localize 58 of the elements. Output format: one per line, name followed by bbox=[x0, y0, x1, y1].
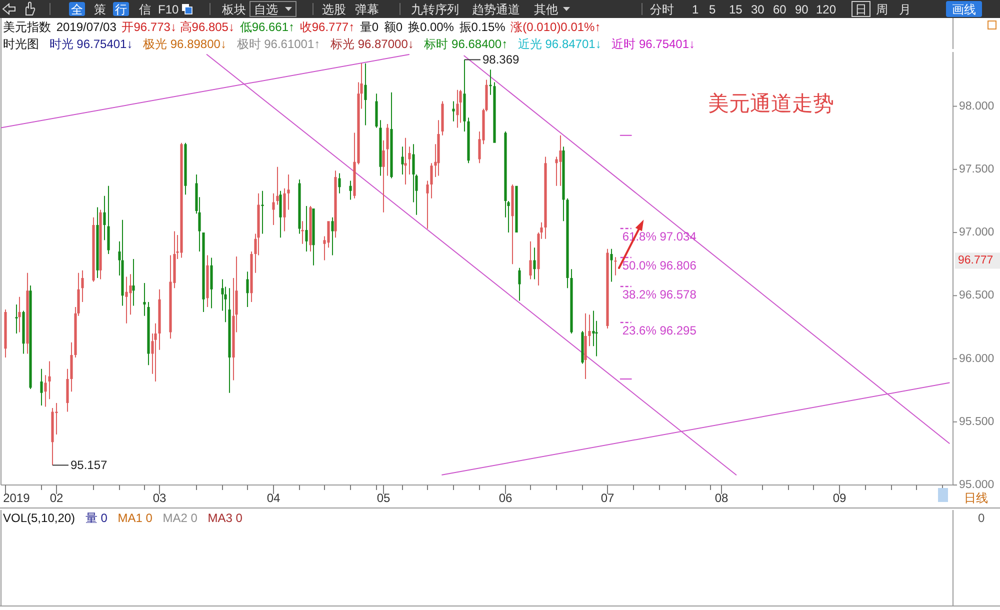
candlestick bbox=[154, 323, 157, 382]
candlestick bbox=[588, 314, 591, 346]
y-tick-label: 95.500 bbox=[959, 416, 994, 428]
y-tick-label: 98.000 bbox=[959, 100, 994, 112]
y-tick-label: 97.500 bbox=[959, 163, 994, 176]
x-tick-label: 03 bbox=[152, 491, 166, 505]
text: 美元通道走势 bbox=[708, 92, 834, 116]
candlestick bbox=[18, 296, 21, 332]
text: 0 bbox=[978, 511, 985, 525]
text: 时光图 时光 96.75401↓ 极光 96.89800↓ 极时 96.61001↑ 标光 96.87000↓ 标时 96.68400↑ 近光 96.84701↓ 近时 96.75401↓ bbox=[3, 37, 696, 51]
text: 96.777 bbox=[958, 254, 994, 267]
candlestick bbox=[401, 146, 404, 174]
text: VOL(5,10,20) 量 0 MA1 0 MA2 0 MA3 0 bbox=[3, 511, 243, 525]
candlestick bbox=[287, 174, 290, 210]
candlestick bbox=[559, 135, 562, 186]
x-tick-label: 05 bbox=[376, 491, 390, 505]
candlestick bbox=[489, 70, 492, 95]
text: 美元指数 2019/07/03 开96.773↓ 高96.805↓ 低96.661↑ 收96.777↑ 量0 额0 换0.00% 振0.15% 涨(0.010)0.01%↑ bbox=[3, 20, 601, 34]
candlestick bbox=[48, 361, 51, 400]
y-tick-label: 95.000 bbox=[959, 479, 994, 491]
y-tick-label: 96.000 bbox=[959, 352, 994, 365]
x-tick-label: 04 bbox=[266, 491, 280, 505]
text: 全 策 行 信 F10 板块 自选 选股 弹幕 九转序列 趋势通道 其他 分时 1 5 15 30 60 90 120 日 周 月 画线 bbox=[71, 2, 976, 16]
candlestick bbox=[614, 257, 617, 276]
candlestick bbox=[452, 101, 455, 122]
text: 日线 bbox=[964, 491, 988, 505]
candlestick bbox=[426, 180, 429, 229]
candlestick bbox=[364, 63, 367, 126]
x-tick-label: 08 bbox=[714, 491, 728, 505]
candlestick bbox=[15, 304, 18, 334]
candlestick bbox=[40, 368, 43, 406]
candlestick bbox=[305, 206, 308, 252]
ref-line-label: 38.2% 96.578 bbox=[622, 287, 697, 302]
candlestick bbox=[125, 276, 128, 324]
candlestick bbox=[331, 217, 334, 256]
annotation: 98.369 bbox=[482, 52, 520, 67]
x-tick-label: 09 bbox=[832, 491, 846, 505]
candlestick bbox=[610, 248, 613, 282]
candlestick bbox=[404, 138, 407, 185]
x-tick-label: 06 bbox=[498, 491, 512, 505]
candlestick bbox=[103, 196, 106, 240]
ref-line-label: 23.6% 96.295 bbox=[622, 323, 697, 338]
annotation: 95.157 bbox=[70, 458, 108, 472]
candlestick bbox=[301, 221, 304, 244]
y-tick-label: 97.000 bbox=[959, 226, 994, 239]
candlestick bbox=[132, 259, 135, 306]
candlestick bbox=[276, 166, 279, 205]
candlestick bbox=[261, 190, 264, 234]
candlestick bbox=[143, 283, 146, 316]
x-tick-label: 07 bbox=[600, 491, 614, 505]
ref-line-label: 50.0% 96.806 bbox=[622, 258, 697, 272]
candlestick bbox=[408, 146, 411, 174]
x-tick-label: 2019 bbox=[3, 491, 30, 505]
x-tick-label: 02 bbox=[50, 491, 64, 505]
y-tick-label: 96.500 bbox=[959, 290, 994, 302]
candlestick bbox=[382, 140, 385, 212]
candlestick bbox=[44, 375, 47, 407]
candlestick bbox=[272, 193, 275, 225]
